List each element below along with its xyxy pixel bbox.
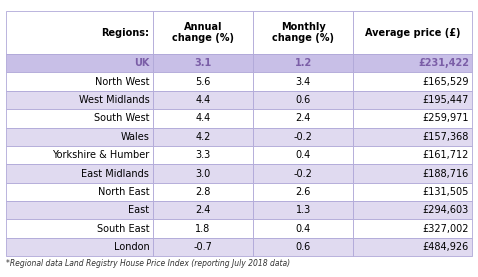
Text: -0.2: -0.2 bbox=[293, 132, 313, 142]
Text: 4.2: 4.2 bbox=[195, 132, 210, 142]
Bar bbox=[152, 146, 253, 164]
Text: £484,926: £484,926 bbox=[423, 242, 469, 252]
Bar bbox=[353, 238, 472, 256]
Bar bbox=[152, 11, 253, 54]
Bar bbox=[152, 183, 253, 201]
Text: Wales: Wales bbox=[120, 132, 149, 142]
Text: 5.6: 5.6 bbox=[195, 76, 210, 87]
Bar bbox=[353, 201, 472, 219]
Text: 3.4: 3.4 bbox=[295, 76, 311, 87]
Bar bbox=[253, 109, 353, 127]
Text: £131,505: £131,505 bbox=[423, 187, 469, 197]
Text: Yorkshire & Humber: Yorkshire & Humber bbox=[52, 150, 149, 160]
Bar bbox=[253, 146, 353, 164]
Text: East Midlands: East Midlands bbox=[81, 168, 149, 178]
Text: East: East bbox=[128, 205, 149, 215]
Text: UK: UK bbox=[134, 58, 149, 68]
Bar bbox=[6, 127, 152, 146]
Text: £195,447: £195,447 bbox=[423, 95, 469, 105]
Bar bbox=[6, 146, 152, 164]
Text: 3.3: 3.3 bbox=[195, 150, 210, 160]
Bar bbox=[6, 91, 152, 109]
Bar bbox=[253, 201, 353, 219]
Bar bbox=[353, 54, 472, 72]
Text: 4.4: 4.4 bbox=[195, 95, 210, 105]
Bar bbox=[353, 127, 472, 146]
Bar bbox=[253, 183, 353, 201]
Text: 0.6: 0.6 bbox=[295, 242, 311, 252]
Bar bbox=[253, 11, 353, 54]
Bar bbox=[253, 54, 353, 72]
Bar bbox=[152, 54, 253, 72]
Bar bbox=[353, 164, 472, 183]
Bar bbox=[253, 219, 353, 238]
Text: West Midlands: West Midlands bbox=[78, 95, 149, 105]
Bar bbox=[152, 238, 253, 256]
Bar bbox=[353, 146, 472, 164]
Text: £188,716: £188,716 bbox=[423, 168, 469, 178]
Bar bbox=[152, 109, 253, 127]
Text: 3.1: 3.1 bbox=[194, 58, 211, 68]
Bar bbox=[353, 91, 472, 109]
Bar bbox=[152, 72, 253, 91]
Text: 2.4: 2.4 bbox=[295, 113, 311, 123]
Text: 0.4: 0.4 bbox=[295, 150, 311, 160]
Text: 0.4: 0.4 bbox=[295, 224, 311, 234]
Bar bbox=[6, 11, 152, 54]
Text: £231,422: £231,422 bbox=[418, 58, 469, 68]
Bar bbox=[353, 72, 472, 91]
Bar bbox=[152, 201, 253, 219]
Text: North West: North West bbox=[95, 76, 149, 87]
Bar bbox=[6, 238, 152, 256]
Bar bbox=[152, 164, 253, 183]
Bar bbox=[6, 72, 152, 91]
Text: 1.8: 1.8 bbox=[195, 224, 210, 234]
Text: South West: South West bbox=[94, 113, 149, 123]
Bar bbox=[6, 183, 152, 201]
Text: £165,529: £165,529 bbox=[423, 76, 469, 87]
Text: 0.6: 0.6 bbox=[295, 95, 311, 105]
Text: 1.3: 1.3 bbox=[295, 205, 311, 215]
Bar bbox=[6, 219, 152, 238]
Text: -0.2: -0.2 bbox=[293, 168, 313, 178]
Text: 1.2: 1.2 bbox=[294, 58, 312, 68]
Bar bbox=[152, 219, 253, 238]
Bar bbox=[152, 91, 253, 109]
Text: £259,971: £259,971 bbox=[423, 113, 469, 123]
Text: London: London bbox=[114, 242, 149, 252]
Text: 2.4: 2.4 bbox=[195, 205, 210, 215]
Text: Average price (£): Average price (£) bbox=[365, 27, 460, 38]
Bar bbox=[253, 164, 353, 183]
Bar bbox=[253, 238, 353, 256]
Bar bbox=[253, 91, 353, 109]
Text: Regions:: Regions: bbox=[101, 27, 149, 38]
Text: £161,712: £161,712 bbox=[423, 150, 469, 160]
Bar bbox=[6, 109, 152, 127]
Bar bbox=[353, 109, 472, 127]
Bar bbox=[353, 219, 472, 238]
Bar bbox=[253, 72, 353, 91]
Bar bbox=[6, 164, 152, 183]
Bar bbox=[353, 183, 472, 201]
Bar bbox=[6, 201, 152, 219]
Text: 2.8: 2.8 bbox=[195, 187, 210, 197]
Text: *Regional data Land Registry House Price Index (reporting July 2018 data): *Regional data Land Registry House Price… bbox=[6, 259, 290, 268]
Bar bbox=[253, 127, 353, 146]
Text: -0.7: -0.7 bbox=[194, 242, 212, 252]
Text: 4.4: 4.4 bbox=[195, 113, 210, 123]
Bar bbox=[6, 54, 152, 72]
Text: £157,368: £157,368 bbox=[423, 132, 469, 142]
Text: Annual
change (%): Annual change (%) bbox=[172, 22, 234, 43]
Bar bbox=[152, 127, 253, 146]
Text: 2.6: 2.6 bbox=[295, 187, 311, 197]
Text: Monthly
change (%): Monthly change (%) bbox=[272, 22, 334, 43]
Bar bbox=[353, 11, 472, 54]
Text: 3.0: 3.0 bbox=[195, 168, 210, 178]
Text: North East: North East bbox=[98, 187, 149, 197]
Text: South East: South East bbox=[97, 224, 149, 234]
Text: £327,002: £327,002 bbox=[423, 224, 469, 234]
Text: £294,603: £294,603 bbox=[423, 205, 469, 215]
